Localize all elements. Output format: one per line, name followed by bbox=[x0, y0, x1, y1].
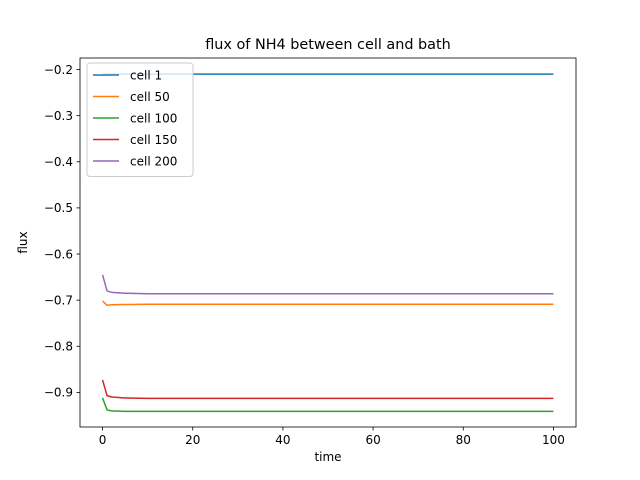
series-line-2 bbox=[101, 397, 554, 413]
y-tick-label: −0.3 bbox=[44, 109, 73, 123]
series-line-3 bbox=[101, 379, 554, 400]
x-axis-label: time bbox=[314, 450, 341, 464]
y-axis: −0.9 −0.8 −0.7 −0.6 −0.5 −0.4 −0.3 −0.2 bbox=[44, 63, 80, 400]
legend-label: cell 100 bbox=[130, 111, 177, 125]
y-tick-label: −0.4 bbox=[44, 155, 73, 169]
chart-title: flux of NH4 between cell and bath bbox=[205, 37, 451, 53]
y-tick-label: −0.2 bbox=[44, 63, 73, 77]
series-line-4 bbox=[101, 274, 554, 295]
y-tick-label: −0.5 bbox=[44, 201, 73, 215]
x-tick-label: 100 bbox=[542, 433, 565, 447]
series-line-1 bbox=[102, 300, 554, 306]
legend-box bbox=[86, 62, 194, 177]
y-axis-label: flux bbox=[16, 231, 30, 253]
x-tick-label: 0 bbox=[99, 433, 107, 447]
legend-label: cell 50 bbox=[130, 90, 170, 104]
y-tick-label: −0.6 bbox=[44, 247, 73, 261]
x-tick-label: 60 bbox=[365, 433, 380, 447]
x-axis: 0 20 40 60 80 100 bbox=[99, 427, 565, 447]
legend-label: cell 200 bbox=[130, 154, 177, 168]
x-tick-label: 80 bbox=[456, 433, 471, 447]
y-tick-label: −0.8 bbox=[44, 340, 73, 354]
legend-label: cell 1 bbox=[130, 68, 162, 82]
x-tick-label: 40 bbox=[275, 433, 290, 447]
plot-frame bbox=[79, 57, 577, 428]
legend: cell 1 cell 50 cell 100 cell 150 cell 200 bbox=[86, 62, 194, 177]
y-tick-label: −0.7 bbox=[44, 293, 73, 307]
y-tick-label: −0.9 bbox=[44, 386, 73, 400]
x-tick-label: 20 bbox=[185, 433, 200, 447]
legend-label: cell 150 bbox=[130, 133, 177, 147]
